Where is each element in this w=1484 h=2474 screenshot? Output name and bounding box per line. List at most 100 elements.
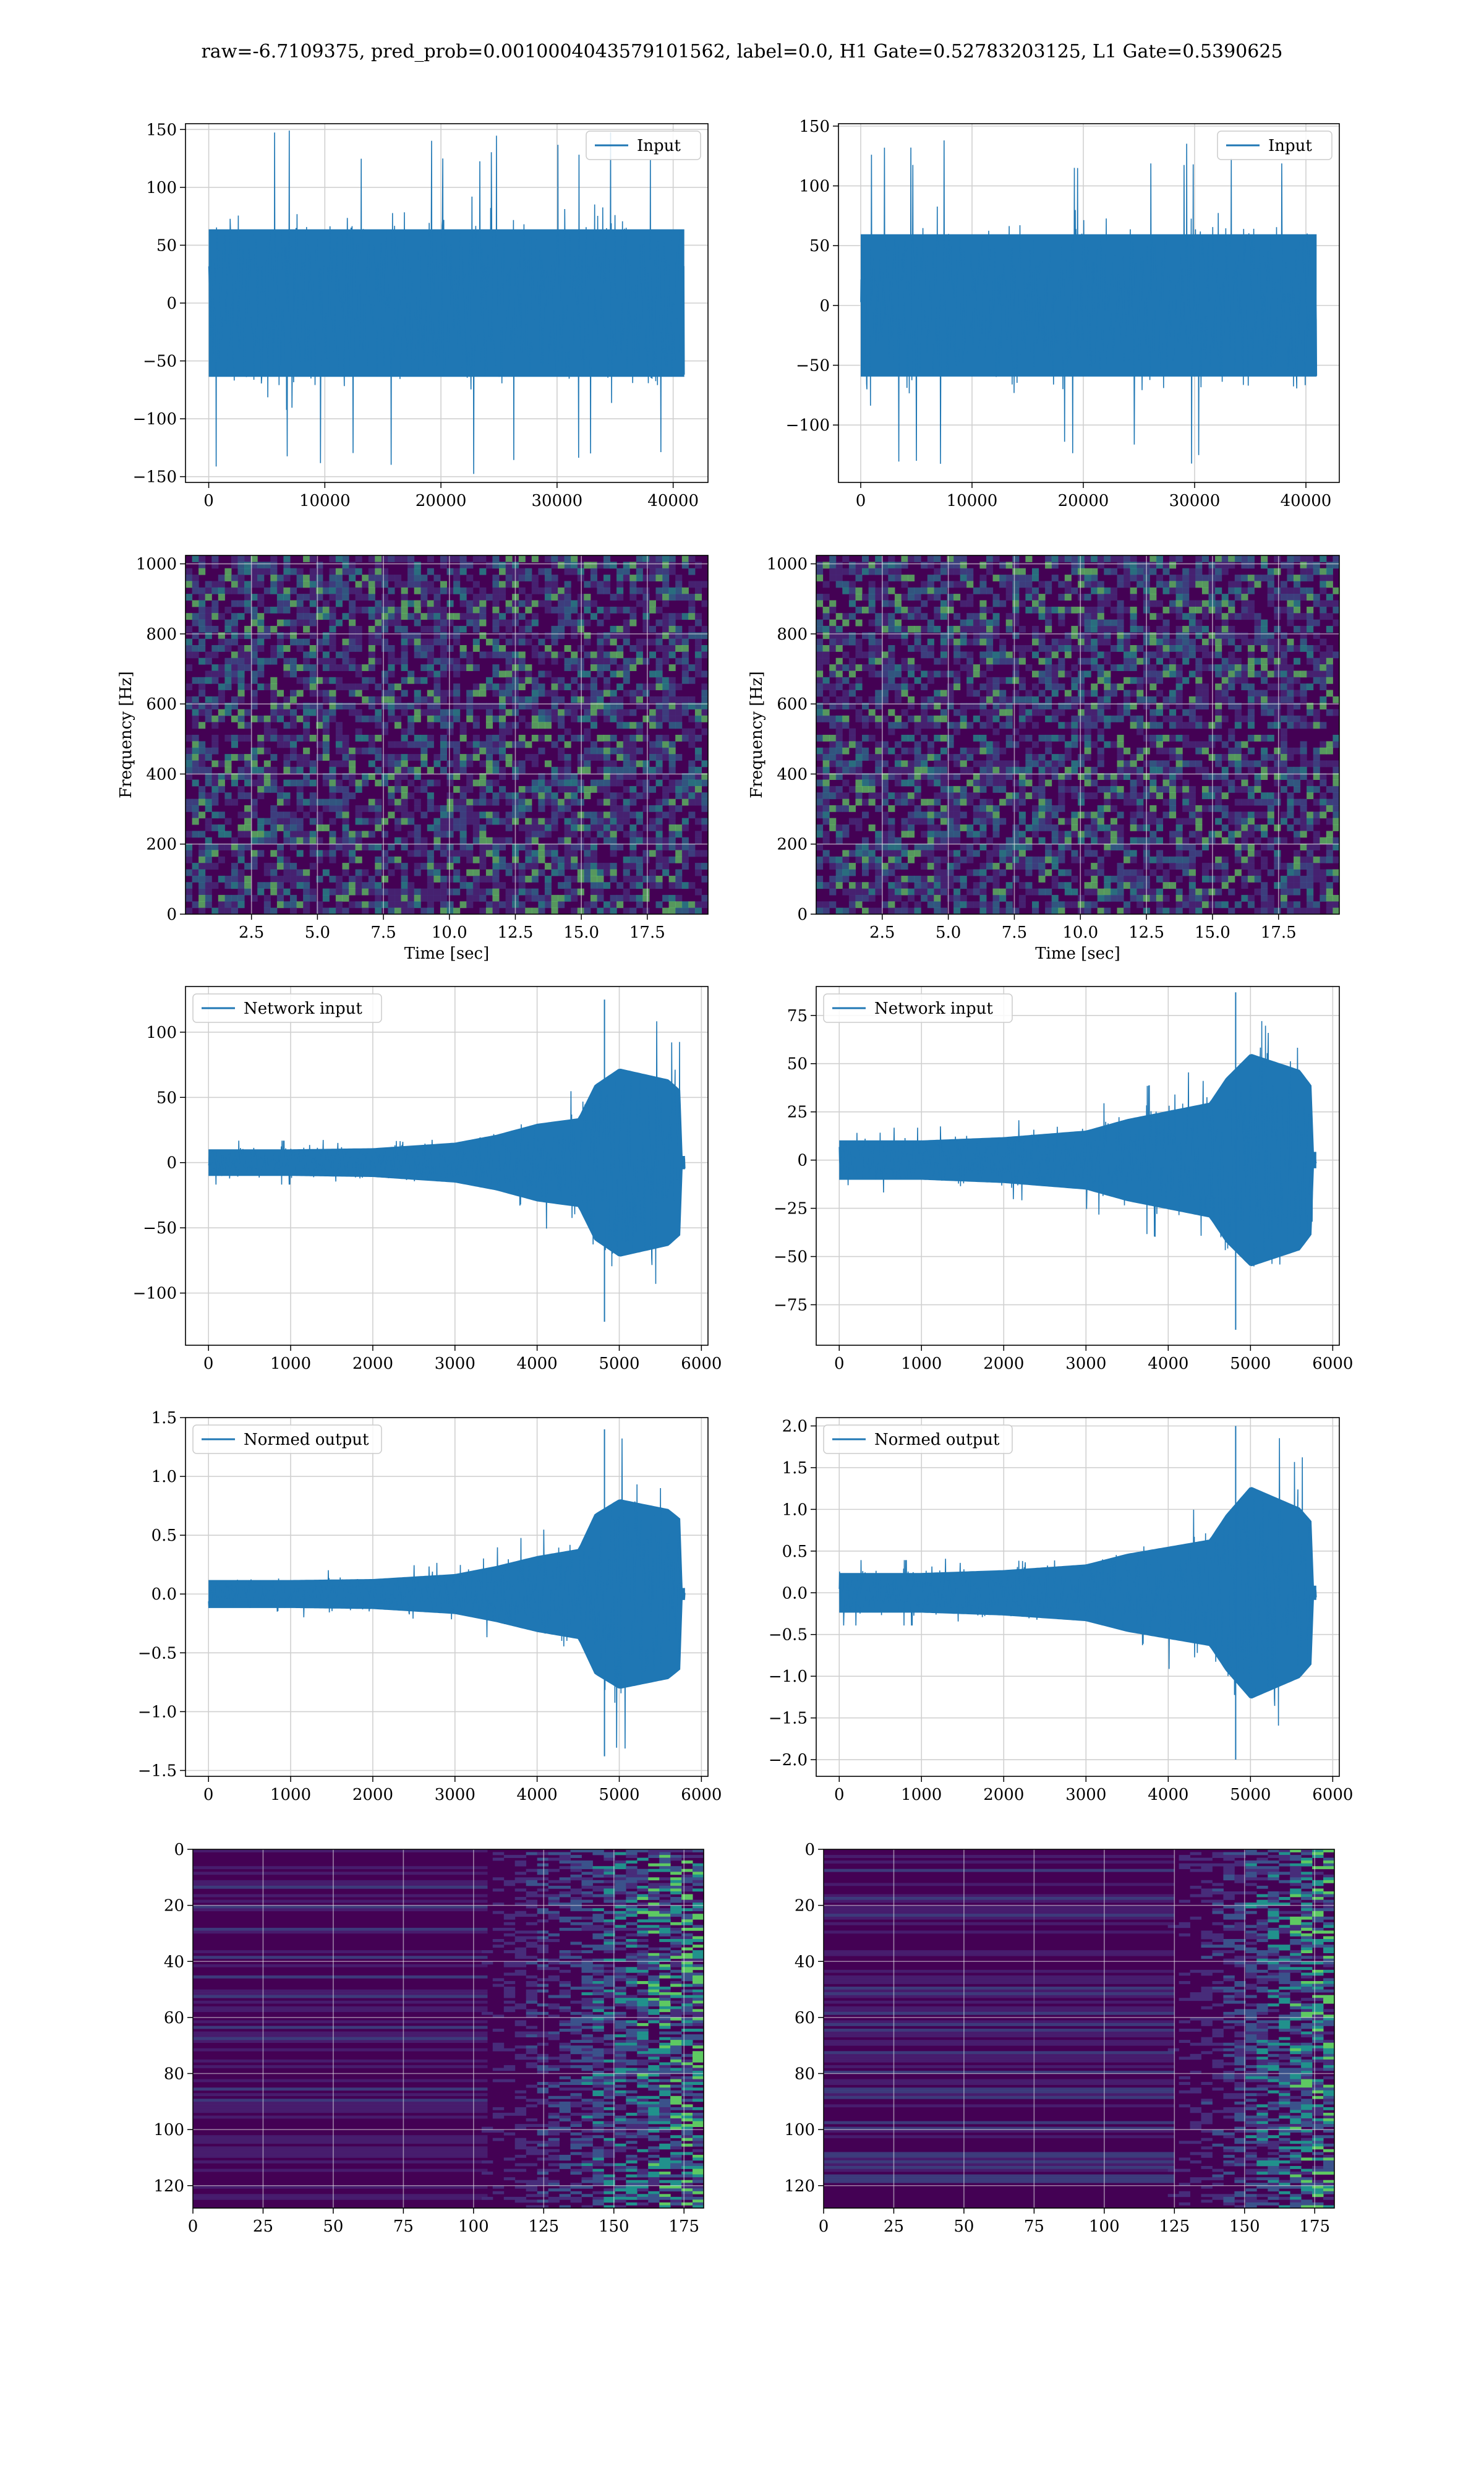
heatmap-cell bbox=[1320, 613, 1327, 620]
heatmap-cell bbox=[868, 785, 876, 793]
heatmap-cell bbox=[636, 831, 643, 838]
heatmap-cell bbox=[1300, 766, 1307, 774]
heatmap-cell bbox=[531, 696, 539, 703]
heatmap-cell bbox=[1234, 555, 1242, 562]
heatmap-cell bbox=[322, 581, 330, 588]
heatmap-cell bbox=[427, 792, 434, 800]
heatmap-cell bbox=[466, 773, 474, 780]
heatmap-cell bbox=[1294, 818, 1301, 825]
heatmap-cell bbox=[1201, 613, 1209, 620]
heatmap-cell bbox=[1071, 696, 1078, 703]
heatmap-cell bbox=[1018, 625, 1026, 633]
heatmap-cell bbox=[681, 709, 689, 716]
heatmap-cell bbox=[603, 792, 611, 800]
heatmap-cell bbox=[1110, 619, 1117, 627]
heatmap-cell bbox=[1287, 683, 1294, 690]
heatmap-cell bbox=[407, 894, 415, 902]
heatmap-cell bbox=[296, 568, 304, 575]
heatmap-cell bbox=[1175, 587, 1183, 594]
heatmap-cell bbox=[816, 766, 824, 774]
heatmap-cell bbox=[1097, 670, 1104, 678]
heatmap-cell bbox=[668, 754, 676, 761]
heatmap-cell bbox=[1175, 766, 1183, 774]
heatmap-cell bbox=[401, 632, 408, 640]
heatmap-cell bbox=[388, 760, 395, 768]
heatmap-cell bbox=[355, 715, 362, 722]
heatmap-cell bbox=[701, 779, 709, 787]
heatmap-cell bbox=[205, 613, 212, 620]
heatmap-cell bbox=[888, 709, 895, 716]
heatmap-cell bbox=[433, 613, 441, 620]
heatmap-cell bbox=[1294, 657, 1301, 665]
heatmap-cell bbox=[1130, 690, 1137, 697]
heatmap-cell bbox=[250, 670, 258, 678]
heatmap-cell bbox=[1012, 798, 1020, 806]
heatmap-cell bbox=[862, 754, 869, 761]
heatmap-cell bbox=[283, 754, 291, 761]
heatmap-cell bbox=[499, 844, 506, 850]
heatmap-cell bbox=[544, 888, 552, 896]
heatmap-cell bbox=[1287, 798, 1294, 806]
heatmap-cell bbox=[1208, 831, 1216, 838]
heatmap-cell bbox=[1110, 773, 1117, 780]
heatmap-cell bbox=[414, 677, 421, 684]
heatmap-cell bbox=[901, 625, 908, 633]
heatmap-cell bbox=[1136, 562, 1144, 569]
heatmap-cell bbox=[1313, 773, 1320, 780]
heatmap-cell bbox=[1175, 664, 1183, 671]
heatmap-cell bbox=[1149, 741, 1157, 748]
heatmap-cell bbox=[1136, 805, 1144, 812]
heatmap-cell bbox=[1078, 722, 1085, 729]
heatmap-cell bbox=[908, 779, 915, 787]
heatmap-cell bbox=[544, 715, 552, 722]
heatmap-cell bbox=[270, 766, 278, 774]
heatmap-cell bbox=[875, 792, 882, 800]
heatmap-cell bbox=[1045, 651, 1052, 659]
heatmap-cell bbox=[1169, 562, 1177, 569]
heatmap-cell bbox=[355, 645, 362, 652]
heatmap-cell bbox=[518, 651, 526, 659]
heatmap-cell bbox=[610, 766, 617, 774]
heatmap-cell bbox=[1169, 709, 1177, 716]
heatmap-cell bbox=[934, 613, 941, 620]
heatmap-cell bbox=[901, 709, 908, 716]
heatmap-cell bbox=[237, 709, 245, 716]
heatmap-cell bbox=[1221, 619, 1229, 627]
heatmap-cell bbox=[237, 664, 245, 671]
heatmap-cell bbox=[1188, 613, 1196, 620]
heatmap-cell bbox=[1326, 625, 1333, 633]
heatmap-cell bbox=[875, 562, 882, 569]
heatmap-cell bbox=[218, 785, 225, 793]
heatmap-cell bbox=[472, 856, 480, 863]
heatmap-cell bbox=[947, 818, 954, 825]
heatmap-cell bbox=[479, 606, 487, 614]
heatmap-cell bbox=[505, 670, 513, 678]
heatmap-cell bbox=[649, 741, 656, 748]
heatmap-cell bbox=[270, 625, 278, 633]
heatmap-cell bbox=[342, 651, 349, 659]
heatmap-cell bbox=[531, 632, 539, 640]
heatmap-cell bbox=[662, 555, 670, 562]
heatmap-cell bbox=[992, 831, 1000, 838]
heatmap-cell bbox=[329, 645, 336, 652]
heatmap-cell bbox=[953, 709, 961, 716]
heatmap-cell bbox=[1215, 632, 1222, 640]
heatmap-cell bbox=[973, 785, 980, 793]
heatmap-cell bbox=[564, 785, 571, 793]
heatmap-cell bbox=[1110, 785, 1117, 793]
heatmap-cell bbox=[329, 856, 336, 863]
heatmap-cell bbox=[816, 664, 824, 671]
heatmap-cell bbox=[466, 741, 474, 748]
heatmap-cell bbox=[492, 766, 500, 774]
heatmap-cell bbox=[1136, 581, 1144, 588]
heatmap-cell bbox=[472, 703, 480, 710]
heatmap-cell bbox=[1195, 677, 1203, 684]
heatmap-cell bbox=[440, 818, 447, 825]
heatmap-cell bbox=[571, 715, 578, 722]
heatmap-cell bbox=[881, 587, 889, 594]
heatmap-cell bbox=[492, 555, 500, 562]
heatmap-cell bbox=[1326, 709, 1333, 716]
heatmap-cell bbox=[1254, 632, 1261, 640]
y-tick-label: 600 bbox=[146, 695, 177, 714]
heatmap-cell bbox=[296, 600, 304, 607]
